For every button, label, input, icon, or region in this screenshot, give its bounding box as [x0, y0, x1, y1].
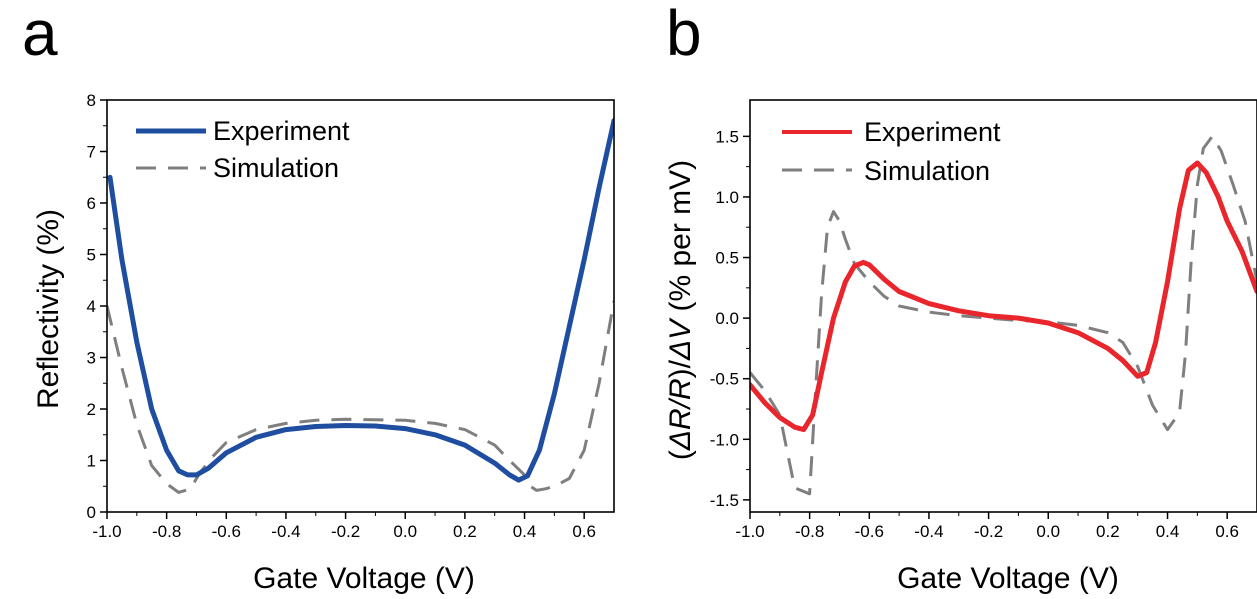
y-tick-label: 1.5 [715, 127, 739, 146]
x-tick-label: -0.4 [271, 522, 300, 541]
y-tick-label: 8 [87, 91, 96, 110]
y-tick-label: 0.0 [715, 309, 739, 328]
y-tick-label: 7 [87, 143, 96, 162]
x-tick-label: 0.6 [1215, 522, 1239, 541]
legend-label-experiment: Experiment [864, 117, 1001, 147]
legend-label-simulation: Simulation [864, 156, 990, 186]
panel-a-y-axis-title: Reflectivity (%) [32, 209, 65, 409]
x-tick-label: 0.2 [453, 522, 477, 541]
panel-a-x-axis: -1.0 -0.8 -0.6 -0.4 -0.2 0.0 0.2 0.4 0.6 [92, 512, 596, 541]
panel-a-legend: Experiment Simulation [136, 116, 350, 183]
x-tick-label: 0.4 [1156, 522, 1180, 541]
panel-b-y-axis: -1.5 -1.0 -0.5 0.0 0.5 1.0 1.5 [710, 127, 750, 510]
panel-a-plot-area: -1.0 -0.8 -0.6 -0.4 -0.2 0.0 0.2 0.4 0.6 0 1 2 3 4 5 6… [87, 91, 614, 541]
x-tick-label: -0.2 [974, 522, 1003, 541]
y-tick-label: 0 [87, 503, 96, 522]
panel-letter-b: b [666, 0, 702, 69]
panel-a: a -1.0 -0.8 -0.6 -0.4 -0.2 0.0 0.2 0.4 0.6 0 1 2 3 4… [22, 0, 614, 595]
y-tick-label: -0.5 [710, 370, 739, 389]
y-tick-label: 1.0 [715, 188, 739, 207]
series-line-simulation [107, 301, 614, 493]
panel-b-legend: Experiment Simulation [782, 117, 1001, 186]
panel-b-x-axis: -1.0 -0.8 -0.6 -0.4 -0.2 0.0 0.2 0.4 0.6 [735, 512, 1239, 541]
y-tick-label: 0.5 [715, 249, 739, 268]
y-tick-label: -1.5 [710, 491, 739, 510]
panel-b-series [750, 136, 1257, 493]
y-tick-label: 6 [87, 194, 96, 213]
y-tick-label: 5 [87, 246, 96, 265]
x-tick-label: 0.6 [572, 522, 596, 541]
x-tick-label: -0.6 [855, 522, 884, 541]
x-tick-label: 0.0 [393, 522, 417, 541]
x-tick-label: 0.2 [1096, 522, 1120, 541]
x-tick-label: -1.0 [92, 522, 121, 541]
panel-b: b -1.0 -0.8 -0.6 -0.4 -0.2 0.0 0.2 0.4 0.6 -1.5-… [664, 0, 1257, 595]
y-tick-label: 4 [87, 297, 96, 316]
panel-a-series [107, 121, 614, 493]
y-tick-label: 1 [87, 452, 96, 471]
x-tick-label: -1.0 [735, 522, 764, 541]
y-tick-label: 3 [87, 349, 96, 368]
series-line-experiment [110, 121, 614, 481]
panel-a-x-axis-title: Gate Voltage (V) [253, 562, 475, 595]
panel-b-y-axis-title: (ΔR/R)/ΔV (% per mV) [664, 160, 697, 460]
x-tick-label: -0.4 [914, 522, 943, 541]
x-tick-label: 0.4 [513, 522, 537, 541]
x-tick-label: -0.2 [331, 522, 360, 541]
x-tick-label: -0.8 [795, 522, 824, 541]
y-tick-label: 2 [87, 400, 96, 419]
y-tick-label: -1.0 [710, 430, 739, 449]
x-tick-label: -0.8 [152, 522, 181, 541]
panel-b-x-axis-title: Gate Voltage (V) [897, 562, 1119, 595]
panel-letter-a: a [22, 0, 58, 69]
x-tick-label: 0.0 [1036, 522, 1060, 541]
legend-label-simulation: Simulation [213, 153, 339, 183]
x-tick-label: -0.6 [212, 522, 241, 541]
panel-b-frame [750, 100, 1257, 512]
panel-a-y-axis: 0 1 2 3 4 5 6 7 8 [87, 91, 107, 522]
legend-label-experiment: Experiment [213, 116, 350, 146]
